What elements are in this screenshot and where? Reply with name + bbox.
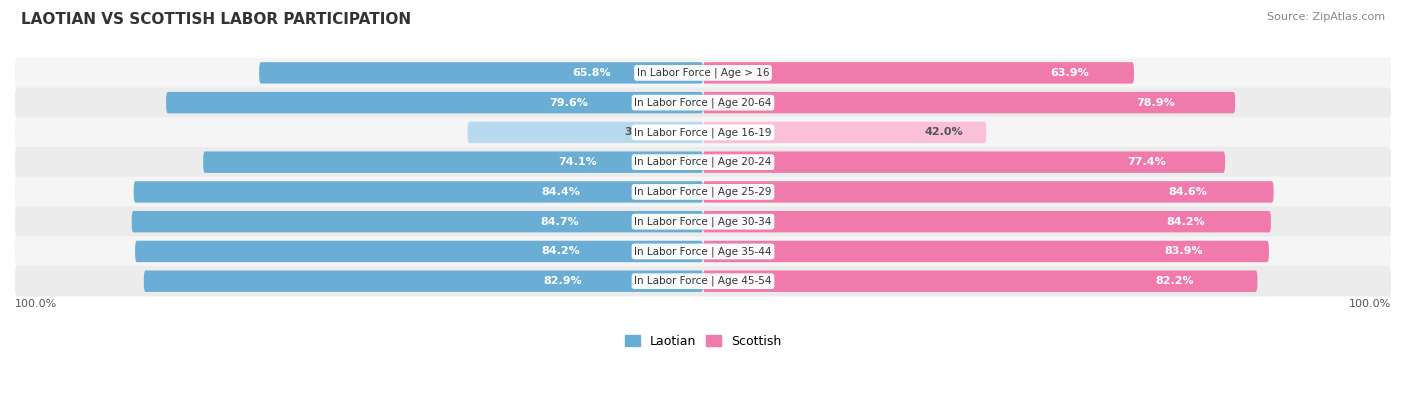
FancyBboxPatch shape	[259, 62, 703, 84]
Text: 83.9%: 83.9%	[1164, 246, 1204, 256]
Text: LAOTIAN VS SCOTTISH LABOR PARTICIPATION: LAOTIAN VS SCOTTISH LABOR PARTICIPATION	[21, 12, 411, 27]
FancyBboxPatch shape	[166, 92, 703, 113]
Text: In Labor Force | Age 45-54: In Labor Force | Age 45-54	[634, 276, 772, 286]
Text: 42.0%: 42.0%	[925, 128, 963, 137]
Text: In Labor Force | Age 35-44: In Labor Force | Age 35-44	[634, 246, 772, 257]
Text: 82.9%: 82.9%	[544, 276, 582, 286]
Text: Source: ZipAtlas.com: Source: ZipAtlas.com	[1267, 12, 1385, 22]
FancyBboxPatch shape	[15, 87, 1391, 118]
Text: 78.9%: 78.9%	[1136, 98, 1175, 107]
Text: 84.2%: 84.2%	[1167, 217, 1205, 227]
Text: 63.9%: 63.9%	[1050, 68, 1088, 78]
FancyBboxPatch shape	[703, 62, 1135, 84]
FancyBboxPatch shape	[15, 236, 1391, 267]
Text: In Labor Force | Age 20-24: In Labor Force | Age 20-24	[634, 157, 772, 167]
Text: 77.4%: 77.4%	[1128, 157, 1166, 167]
Text: 34.9%: 34.9%	[624, 128, 664, 137]
Text: 79.6%: 79.6%	[550, 98, 588, 107]
FancyBboxPatch shape	[15, 58, 1391, 88]
FancyBboxPatch shape	[204, 151, 703, 173]
FancyBboxPatch shape	[703, 92, 1236, 113]
FancyBboxPatch shape	[703, 181, 1274, 203]
Text: 82.2%: 82.2%	[1154, 276, 1194, 286]
FancyBboxPatch shape	[703, 211, 1271, 232]
FancyBboxPatch shape	[703, 151, 1225, 173]
Text: 84.7%: 84.7%	[541, 217, 579, 227]
Text: In Labor Force | Age > 16: In Labor Force | Age > 16	[637, 68, 769, 78]
FancyBboxPatch shape	[15, 207, 1391, 237]
FancyBboxPatch shape	[135, 241, 703, 262]
FancyBboxPatch shape	[15, 177, 1391, 207]
FancyBboxPatch shape	[15, 147, 1391, 177]
Text: 84.4%: 84.4%	[541, 187, 581, 197]
Text: 84.2%: 84.2%	[541, 246, 581, 256]
Text: 100.0%: 100.0%	[15, 299, 58, 308]
FancyBboxPatch shape	[143, 271, 703, 292]
Text: 84.6%: 84.6%	[1168, 187, 1208, 197]
FancyBboxPatch shape	[15, 266, 1391, 296]
Legend: Laotian, Scottish: Laotian, Scottish	[620, 330, 786, 353]
FancyBboxPatch shape	[468, 122, 703, 143]
Text: In Labor Force | Age 25-29: In Labor Force | Age 25-29	[634, 187, 772, 197]
FancyBboxPatch shape	[703, 241, 1268, 262]
FancyBboxPatch shape	[15, 117, 1391, 148]
Text: 100.0%: 100.0%	[1348, 299, 1391, 308]
FancyBboxPatch shape	[132, 211, 703, 232]
Text: 65.8%: 65.8%	[572, 68, 612, 78]
FancyBboxPatch shape	[703, 271, 1257, 292]
FancyBboxPatch shape	[703, 122, 986, 143]
Text: In Labor Force | Age 30-34: In Labor Force | Age 30-34	[634, 216, 772, 227]
Text: In Labor Force | Age 16-19: In Labor Force | Age 16-19	[634, 127, 772, 137]
Text: 74.1%: 74.1%	[558, 157, 598, 167]
Text: In Labor Force | Age 20-64: In Labor Force | Age 20-64	[634, 98, 772, 108]
FancyBboxPatch shape	[134, 181, 703, 203]
